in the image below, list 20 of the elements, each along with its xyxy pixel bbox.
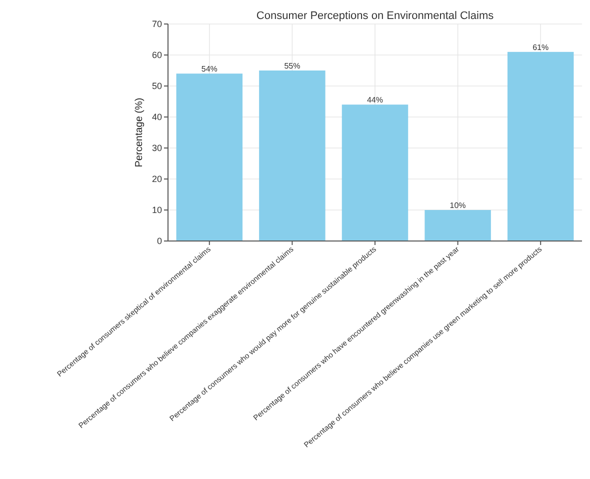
y-tick-label: 70: [152, 19, 162, 30]
data-label: 54%: [201, 64, 218, 74]
y-tick-label: 60: [152, 50, 162, 60]
y-axis-title: Percentage (%): [134, 98, 145, 168]
bar: [259, 70, 326, 241]
y-tick-label: 50: [152, 81, 162, 92]
bar: [176, 74, 243, 241]
y-tick-label: 40: [152, 112, 162, 122]
y-tick-label: 0: [156, 236, 162, 246]
data-label: 44%: [366, 96, 384, 105]
bar: [507, 52, 574, 241]
bar: [424, 210, 491, 241]
y-tick-label: 30: [152, 143, 162, 154]
chart-title: Consumer Perceptions on Environmental Claims: [256, 10, 494, 22]
data-label: 10%: [450, 201, 466, 210]
data-label: 55%: [284, 62, 300, 70]
data-label: 61%: [532, 42, 549, 52]
y-tick-label: 20: [152, 174, 162, 184]
y-tick-label: 10: [152, 205, 162, 216]
bar: [342, 104, 408, 241]
